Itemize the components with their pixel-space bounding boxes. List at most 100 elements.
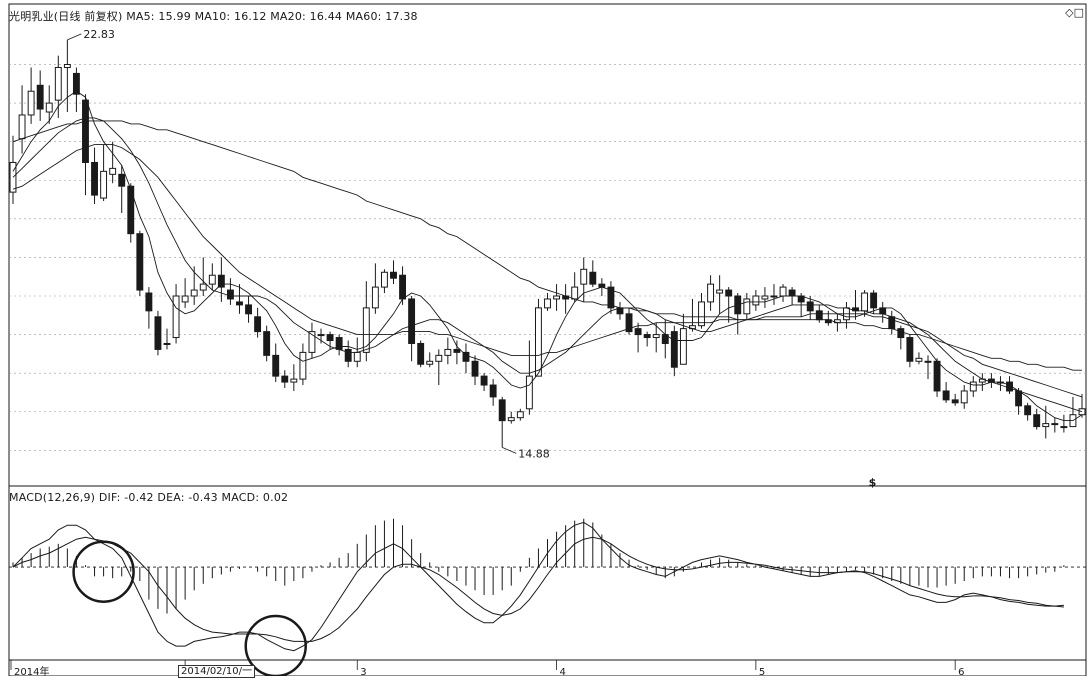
cursor-date-box: 2014/02/10/一 [178, 665, 256, 678]
candle-body-up [698, 301, 705, 327]
candle [426, 352, 434, 368]
candle-body-up [63, 64, 71, 68]
candle [489, 379, 497, 406]
candle-body-up [299, 351, 307, 380]
candle [444, 337, 452, 365]
dea-value: DEA: -0.43 [157, 491, 218, 504]
candle-body-up [54, 66, 62, 101]
candle [417, 340, 425, 368]
candle [290, 364, 298, 391]
candle [172, 284, 180, 344]
candle [553, 284, 561, 311]
candle [616, 301, 624, 320]
candle-body-down [897, 328, 905, 339]
candle [571, 272, 579, 302]
macd-title: MACD(12,26,9) [9, 491, 96, 504]
candle [308, 322, 316, 359]
candle-body-down [127, 185, 135, 235]
candle [82, 94, 89, 196]
candle [254, 307, 262, 338]
moving-average-lines [12, 90, 1083, 422]
window-control-icon[interactable]: ◇□ [1065, 6, 1084, 19]
candle [362, 281, 370, 362]
candle [136, 230, 144, 296]
ma5-label: MA5: 15.99 [126, 10, 191, 23]
candle [91, 147, 98, 204]
candle [924, 355, 932, 380]
ma-line-ma60 [12, 120, 1082, 371]
candle-body-down [236, 301, 243, 306]
candle-body-up [181, 295, 189, 303]
candle [371, 263, 379, 314]
candle-body-down [217, 274, 225, 288]
candle-body-down [145, 292, 153, 312]
candle-body-up [1042, 423, 1050, 428]
dif-value: DIF: -0.42 [98, 491, 154, 504]
candle-body-up [380, 271, 388, 288]
candle-body-up [308, 331, 316, 353]
candle-body-down [335, 337, 343, 350]
candle [670, 325, 678, 377]
candle [45, 85, 53, 124]
candle [942, 382, 950, 403]
candle-body-up [707, 283, 715, 303]
candle [752, 290, 760, 311]
marker-leader [502, 446, 517, 454]
candle-body-down [245, 304, 252, 315]
candle [127, 183, 135, 243]
candle [507, 411, 515, 424]
macd-value: MACD: 0.02 [221, 491, 289, 504]
candle-body-down [806, 301, 814, 312]
candle-body-down [815, 310, 823, 321]
stock-name: 光明乳业(日线 前复权) [9, 10, 123, 23]
candle-body-up [679, 328, 687, 365]
candle [109, 141, 117, 184]
candle [1033, 408, 1041, 430]
candle-body-up [18, 114, 26, 140]
candle-body-down [272, 354, 280, 377]
macd-line-dea [12, 536, 1064, 642]
candle-body-up [435, 354, 443, 362]
candle [978, 373, 986, 391]
candle-body-down [933, 360, 941, 392]
candle [199, 257, 207, 296]
candle [226, 278, 234, 305]
candle [607, 281, 615, 314]
candle [643, 331, 651, 347]
candle [272, 343, 280, 383]
candle-body-up [208, 274, 216, 285]
candle [281, 370, 289, 388]
candle-body-up [172, 295, 180, 339]
candle-body-down [480, 375, 488, 386]
candle [390, 260, 397, 285]
candle-body-up [779, 286, 787, 297]
candle [299, 343, 307, 386]
candle [72, 67, 80, 112]
candle-body-down [1024, 405, 1032, 416]
candle [915, 352, 923, 365]
candle [145, 287, 153, 329]
candle-body-down [643, 334, 651, 339]
candle-body-down [870, 292, 878, 309]
candle-body-down [91, 161, 98, 196]
candle-body-down [390, 271, 397, 279]
candle [408, 296, 416, 362]
candle-body-down [725, 289, 733, 297]
candle [852, 290, 859, 320]
candle-body-down [788, 289, 796, 297]
candle [843, 301, 850, 329]
candle [580, 257, 588, 302]
candle [1060, 414, 1068, 433]
candle [779, 284, 787, 302]
ma20-label: MA20: 16.44 [270, 10, 343, 23]
candle-body-up [1051, 423, 1059, 426]
candle-body-down [326, 334, 334, 342]
time-axis-label: 5 [759, 667, 765, 676]
candle-body-down [453, 348, 461, 353]
candle [471, 355, 479, 386]
candle-body-up [924, 360, 932, 363]
candle-body-up [199, 283, 207, 291]
candle [516, 408, 524, 421]
candle [589, 260, 597, 288]
